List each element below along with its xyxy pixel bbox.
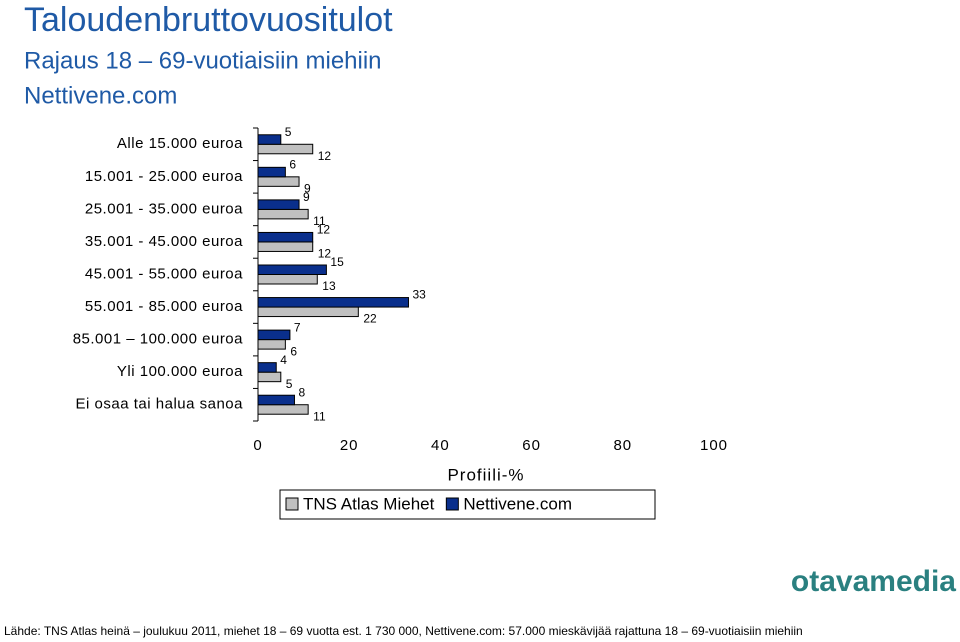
- data-label: 6: [290, 344, 297, 358]
- y-tick-label: 45.001 - 55.000 euroa: [85, 265, 243, 282]
- bar: [257, 339, 286, 350]
- legend-swatch: [285, 497, 299, 511]
- bar: [257, 264, 327, 275]
- data-label: 8: [298, 385, 305, 399]
- y-tick-label: 55.001 - 85.000 euroa: [85, 298, 243, 315]
- x-tick-label: 80: [613, 437, 632, 454]
- bar: [257, 199, 300, 210]
- data-label: 6: [289, 158, 296, 172]
- data-label: 15: [330, 255, 344, 269]
- bar: [257, 166, 286, 178]
- bar: [257, 297, 409, 308]
- bar: [257, 362, 277, 373]
- bar: [257, 176, 300, 187]
- data-label: 13: [322, 279, 336, 293]
- data-label: 9: [304, 182, 311, 196]
- data-label: 22: [363, 312, 377, 326]
- bar: [257, 241, 314, 252]
- chart-subtitle: Rajaus 18 – 69-vuotiaisiin miehiin: [24, 47, 382, 74]
- y-tick-label: Alle 15.000 euroa: [117, 135, 243, 152]
- y-tick-label: 85.001 – 100.000 euroa: [73, 331, 243, 348]
- bar: [257, 394, 295, 406]
- y-tick-label: 25.001 - 35.000 euroa: [85, 200, 243, 217]
- data-label: 33: [412, 288, 426, 302]
- data-label: 9: [303, 190, 310, 204]
- x-tick-label: 0: [253, 437, 262, 454]
- logo: otavamedia: [791, 565, 956, 598]
- x-tick-label: 100: [700, 437, 728, 454]
- x-tick-label: 40: [431, 437, 450, 454]
- y-tick-label: Ei osaa tai halua sanoa: [76, 396, 244, 413]
- x-tick-label: 60: [522, 437, 541, 454]
- legend-label: TNS Atlas Miehet: [303, 494, 435, 513]
- bar: [257, 134, 282, 145]
- bar: [257, 404, 309, 415]
- legend-swatch: [445, 497, 459, 511]
- data-label: 7: [294, 320, 301, 334]
- x-axis-label: Profiili-%: [447, 465, 524, 484]
- chart-title: Taloudenbruttovuositulot: [24, 1, 393, 39]
- bar: [257, 143, 314, 155]
- bar: [257, 329, 291, 341]
- data-label: 4: [280, 353, 287, 367]
- data-label: 5: [285, 125, 292, 139]
- y-tick-label: 35.001 - 45.000 euroa: [85, 233, 243, 250]
- bar: [257, 231, 314, 243]
- legend-box: [279, 489, 656, 520]
- source-note: Lähde: TNS Atlas heinä – joulukuu 2011, …: [4, 624, 803, 638]
- x-tick-label: 20: [340, 437, 359, 454]
- legend-label: Nettivene.com: [463, 494, 572, 513]
- bar: [257, 306, 359, 318]
- data-label: 5: [286, 377, 293, 391]
- y-tick-label: Yli 100.000 euroa: [117, 363, 243, 380]
- y-tick-label: 15.001 - 25.000 euroa: [85, 168, 243, 185]
- data-label: 12: [318, 247, 332, 261]
- bar: [257, 274, 318, 285]
- data-label: 12: [317, 223, 331, 237]
- data-label: 11: [313, 409, 326, 423]
- data-label: 11: [313, 214, 326, 228]
- bar: [257, 208, 309, 220]
- bar: [257, 371, 282, 383]
- chart-subtitle: Nettivene.com: [24, 82, 177, 109]
- data-label: 12: [318, 149, 332, 163]
